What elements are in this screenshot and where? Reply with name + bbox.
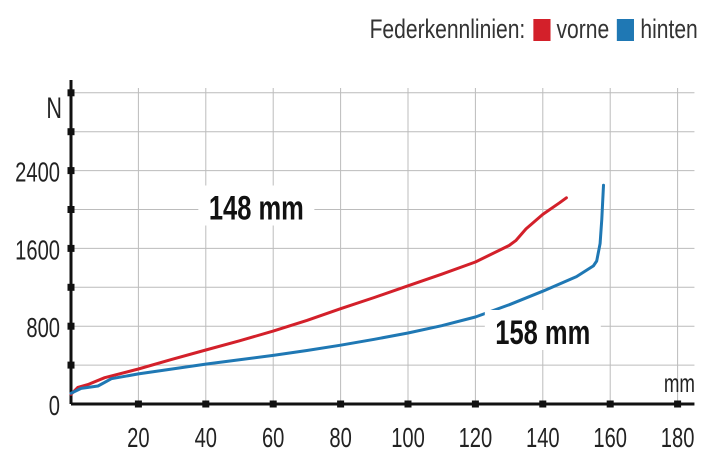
x-tick-mark-180 [674,400,682,408]
y-tick-mark-3200 [67,89,75,97]
x-tick-label-80: 80 [329,423,351,454]
x-tick-label-160: 160 [593,423,627,454]
series [69,183,605,396]
x-tick-mark-40 [202,400,210,408]
y-tick-label-1600: 1600 [15,235,60,266]
x-tick-label-60: 60 [262,423,284,454]
annotation-bg-1 [484,309,601,350]
legend-swatch-hinten [617,18,635,41]
y-tick-mark-2400 [67,167,75,175]
series-line-hinten [69,183,605,395]
y-axis-unit: N [46,90,62,124]
series-line-vorne [69,196,568,396]
y-tick-mark-1200 [67,283,75,291]
x-tick-mark-60 [269,400,277,408]
x-tick-label-20: 20 [127,423,149,454]
x-tick-mark-120 [471,400,479,408]
legend-label-hinten: hinten [640,14,698,44]
y-tick-label-800: 800 [26,313,60,344]
x-tick-label-180: 180 [661,423,695,454]
x-tick-mark-140 [539,400,547,408]
x-tick-label-120: 120 [459,423,493,454]
x-tick-mark-160 [606,400,614,408]
y-tick-mark-400 [67,361,75,369]
annotation-label-0: 148 mm [209,190,304,227]
x-tick-mark-20 [134,400,142,408]
x-tick-label-140: 140 [526,423,560,454]
y-tick-label-0: 0 [49,391,60,422]
x-tick-mark-100 [404,400,412,408]
legend-swatch-vorne [533,18,551,41]
annotation-label-1: 158 mm [495,315,590,352]
legend: Federkennlinien: vorne hinten [370,14,698,45]
ticks [67,89,682,408]
y-tick-label-2400: 2400 [15,157,60,188]
y-tick-mark-800 [67,322,75,330]
y-tick-mark-1600 [67,244,75,252]
y-tick-mark-2000 [67,206,75,213]
x-axis-unit: mm [664,368,695,398]
labels: 20 40 60 80 100 120 140 160 180 0 800 1600 2400 Nmm 14… [15,90,695,453]
y-tick-mark-2800 [67,128,75,136]
x-tick-label-40: 40 [195,423,217,454]
grid [71,87,695,404]
legend-title: Federkennlinien: [369,14,526,44]
legend-label-vorne: vorne [556,14,610,44]
x-tick-label-100: 100 [391,423,425,454]
annotation-bg-0 [198,185,315,226]
x-tick-mark-80 [337,400,345,408]
